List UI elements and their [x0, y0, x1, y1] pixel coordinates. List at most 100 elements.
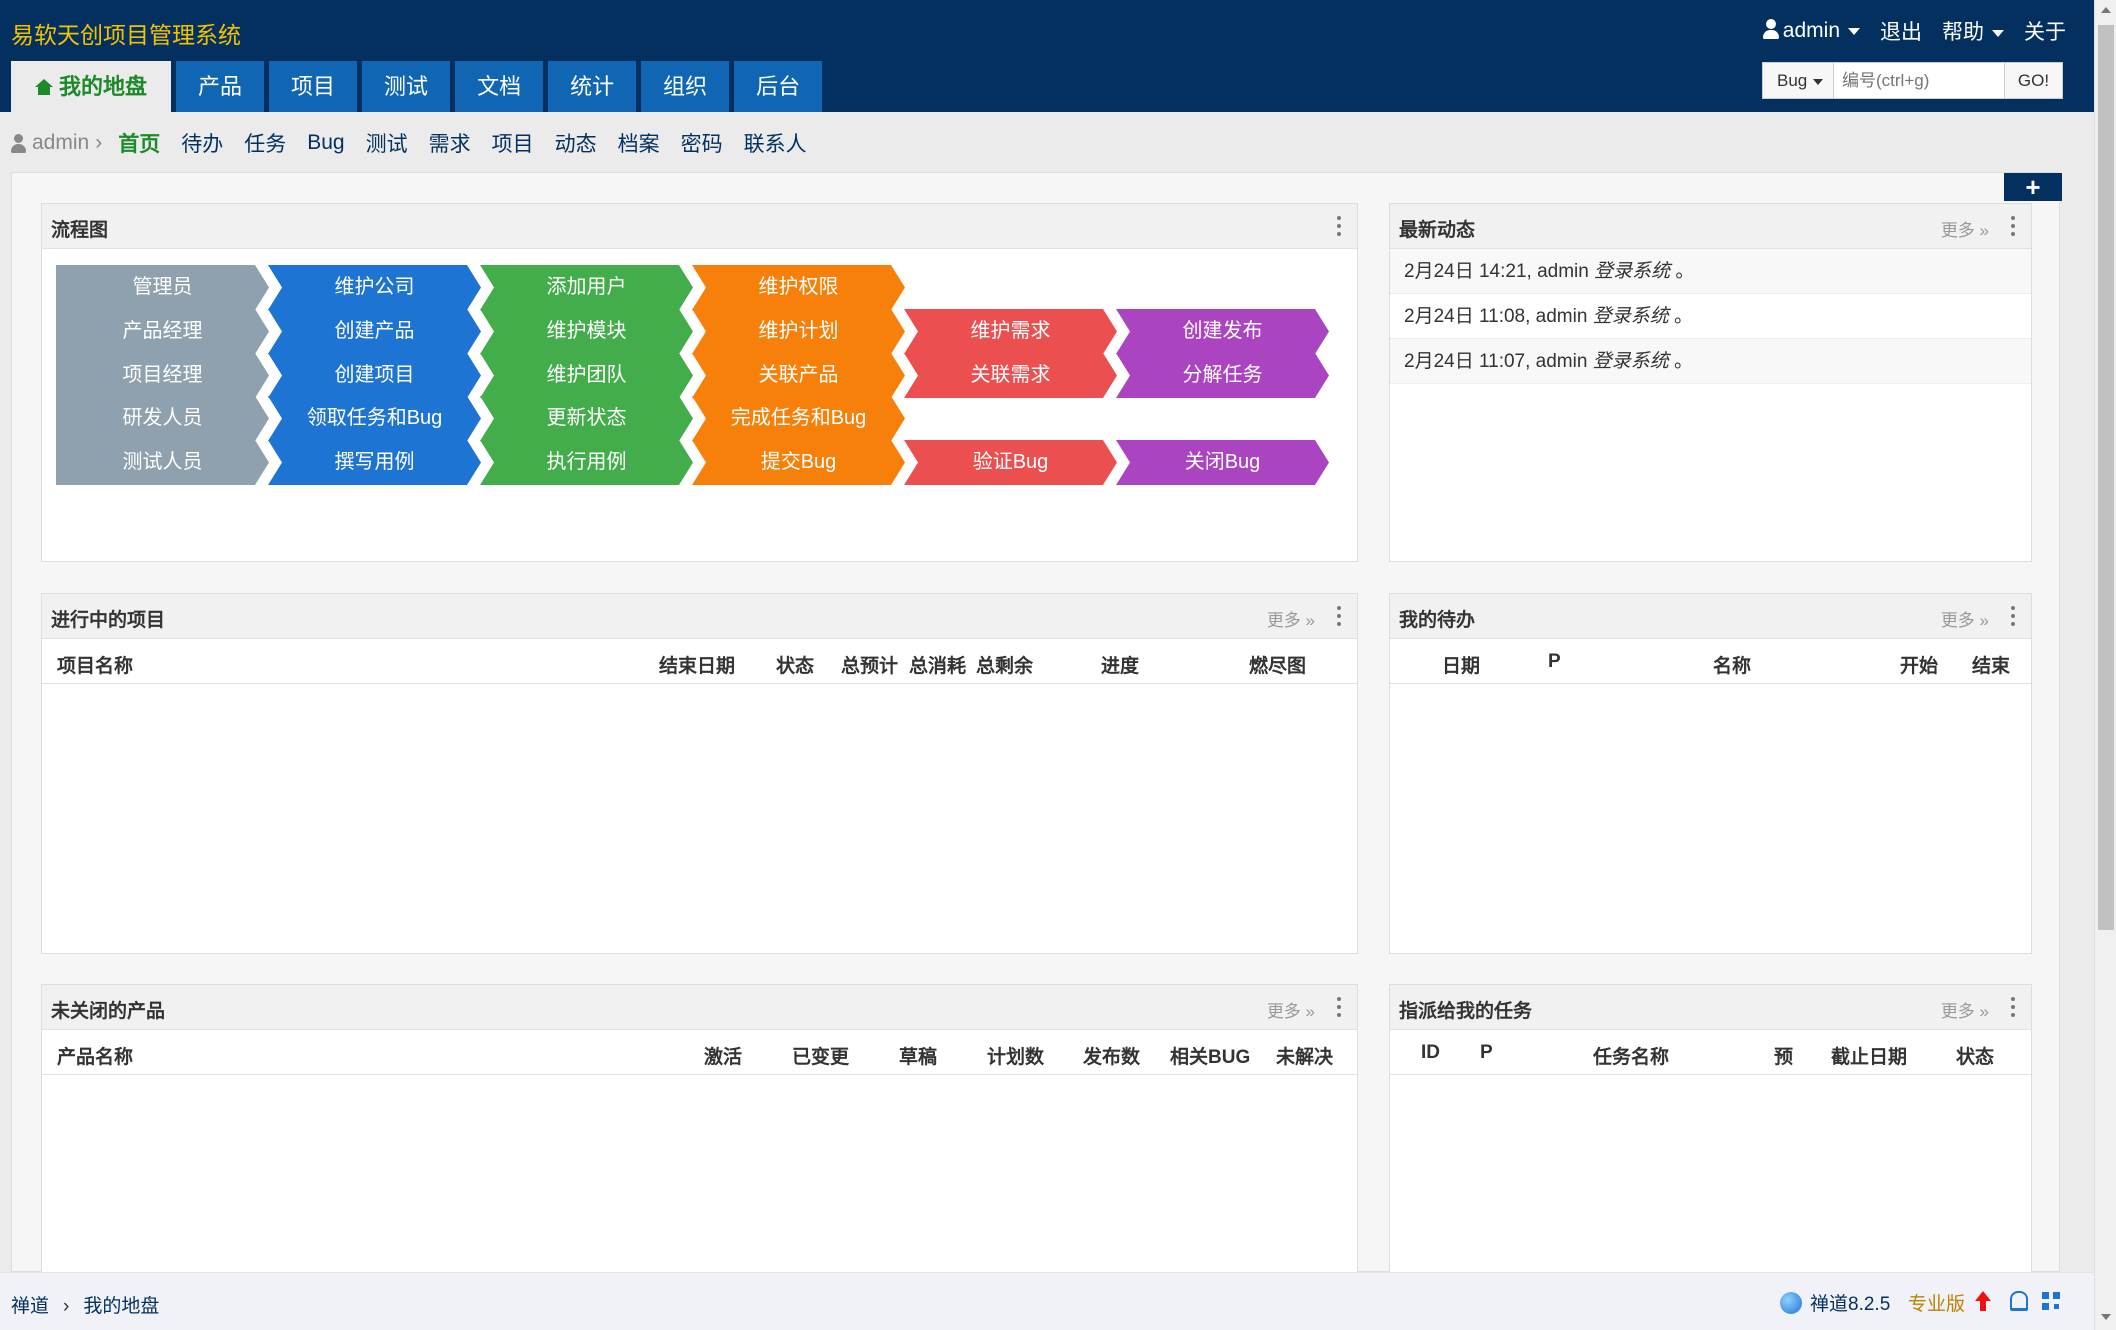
- scroll-thumb[interactable]: [2098, 25, 2114, 930]
- search-input[interactable]: [1834, 63, 2004, 98]
- footer-crumb-page[interactable]: 我的地盘: [83, 1296, 160, 1317]
- col-project-name[interactable]: 项目名称: [57, 656, 134, 677]
- flow-step[interactable]: 创建产品: [268, 309, 481, 354]
- sub-nav-todo[interactable]: 待办: [181, 133, 224, 156]
- col-draft[interactable]: 草稿: [899, 1047, 938, 1068]
- more-vertical-icon[interactable]: [2011, 606, 2016, 626]
- activity-action[interactable]: 登录系统: [1592, 351, 1669, 372]
- col-id[interactable]: ID: [1421, 1042, 1440, 1063]
- col-status[interactable]: 状态: [776, 656, 815, 677]
- flow-step[interactable]: 领取任务和Bug: [268, 396, 481, 441]
- sub-nav-task[interactable]: 任务: [244, 133, 287, 156]
- bell-icon[interactable]: [2010, 1291, 2028, 1311]
- col-pri[interactable]: P: [1480, 1042, 1493, 1063]
- col-pri[interactable]: P: [1548, 651, 1561, 672]
- more-link[interactable]: 更多 »: [1940, 611, 1989, 630]
- scrollbar[interactable]: [2094, 0, 2116, 1330]
- more-vertical-icon[interactable]: [2011, 997, 2016, 1017]
- flow-step[interactable]: 关联产品: [692, 353, 905, 398]
- more-link[interactable]: 更多 »: [1940, 1002, 1989, 1021]
- nav-tab-product[interactable]: 产品: [176, 61, 265, 112]
- col-releases[interactable]: 发布数: [1083, 1047, 1141, 1068]
- flow-step[interactable]: 提交Bug: [692, 440, 905, 485]
- flow-step[interactable]: 维护需求: [904, 309, 1117, 354]
- more-vertical-icon[interactable]: [2011, 216, 2016, 236]
- col-begin[interactable]: 开始: [1900, 656, 1939, 677]
- scroll-down-icon[interactable]: [2101, 1314, 2111, 1320]
- activity-action[interactable]: 登录系统: [1592, 306, 1669, 327]
- sub-nav-bug[interactable]: Bug: [307, 131, 345, 154]
- sub-nav-contacts[interactable]: 联系人: [743, 133, 807, 156]
- flow-step[interactable]: 维护权限: [692, 265, 905, 310]
- flow-step[interactable]: 更新状态: [480, 396, 693, 441]
- col-unresolved[interactable]: 未解决: [1276, 1047, 1334, 1068]
- col-product-name[interactable]: 产品名称: [57, 1047, 134, 1068]
- nav-tab-my[interactable]: 我的地盘: [11, 61, 172, 112]
- col-date[interactable]: 日期: [1442, 656, 1481, 677]
- col-name[interactable]: 名称: [1713, 656, 1752, 677]
- col-task-name[interactable]: 任务名称: [1593, 1047, 1670, 1068]
- flow-step[interactable]: 创建项目: [268, 353, 481, 398]
- more-link[interactable]: 更多 »: [1940, 221, 1989, 240]
- upgrade-arrow-icon[interactable]: [1975, 1291, 1991, 1313]
- col-deadline[interactable]: 截止日期: [1831, 1047, 1908, 1068]
- nav-tab-company[interactable]: 组织: [641, 61, 730, 112]
- col-plans[interactable]: 计划数: [987, 1047, 1045, 1068]
- flow-step[interactable]: 关联需求: [904, 353, 1117, 398]
- more-vertical-icon[interactable]: [1337, 997, 1342, 1017]
- col-estimate[interactable]: 预: [1774, 1047, 1794, 1068]
- flow-step[interactable]: 撰写用例: [268, 440, 481, 485]
- flow-step[interactable]: 创建发布: [1116, 309, 1329, 354]
- flow-step[interactable]: 维护模块: [480, 309, 693, 354]
- col-status[interactable]: 状态: [1956, 1047, 1995, 1068]
- col-bugs[interactable]: 相关BUG: [1170, 1047, 1251, 1068]
- sub-nav-story[interactable]: 需求: [428, 133, 471, 156]
- flow-step[interactable]: 关闭Bug: [1116, 440, 1329, 485]
- edition-link[interactable]: 专业版: [1908, 1294, 1966, 1315]
- col-estimate[interactable]: 总预计: [841, 656, 899, 677]
- col-end-date[interactable]: 结束日期: [659, 656, 736, 677]
- nav-tab-project[interactable]: 项目: [269, 61, 358, 112]
- sub-nav-password[interactable]: 密码: [680, 133, 723, 156]
- more-link[interactable]: 更多 »: [1266, 611, 1315, 630]
- activity-action[interactable]: 登录系统: [1594, 261, 1671, 282]
- flow-step[interactable]: 维护团队: [480, 353, 693, 398]
- nav-tab-doc[interactable]: 文档: [455, 61, 544, 112]
- col-left[interactable]: 总剩余: [976, 656, 1034, 677]
- sub-nav-profile[interactable]: 档案: [617, 133, 660, 156]
- col-end[interactable]: 结束: [1972, 656, 2011, 677]
- add-block-button[interactable]: +: [2004, 173, 2062, 201]
- footer-crumb-root[interactable]: 禅道: [11, 1296, 50, 1317]
- sub-nav-testcase[interactable]: 测试: [365, 133, 408, 156]
- col-active[interactable]: 激活: [704, 1047, 743, 1068]
- more-vertical-icon[interactable]: [1337, 216, 1342, 236]
- qrcode-icon[interactable]: [2042, 1292, 2060, 1310]
- flow-step[interactable]: 分解任务: [1116, 353, 1329, 398]
- nav-tab-report[interactable]: 统计: [548, 61, 637, 112]
- about-link[interactable]: 关于: [2024, 21, 2066, 44]
- sub-nav-dynamic[interactable]: 动态: [554, 133, 597, 156]
- flow-step[interactable]: 维护公司: [268, 265, 481, 310]
- sub-nav-home[interactable]: 首页: [118, 133, 161, 156]
- search-go-button[interactable]: GO!: [2004, 63, 2062, 98]
- flow-step[interactable]: 维护计划: [692, 309, 905, 354]
- flow-step[interactable]: 添加用户: [480, 265, 693, 310]
- nav-tab-admin[interactable]: 后台: [734, 61, 823, 112]
- help-menu[interactable]: 帮助: [1942, 16, 2004, 46]
- col-burn[interactable]: 燃尽图: [1249, 656, 1307, 677]
- sub-nav-project[interactable]: 项目: [491, 133, 534, 156]
- flow-step[interactable]: 验证Bug: [904, 440, 1117, 485]
- user-menu[interactable]: admin: [1762, 19, 1860, 43]
- search-type-select[interactable]: Bug: [1763, 63, 1834, 98]
- more-link[interactable]: 更多 »: [1266, 1002, 1315, 1021]
- nav-tab-qa[interactable]: 测试: [362, 61, 451, 112]
- more-vertical-icon[interactable]: [1337, 606, 1342, 626]
- scroll-up-icon[interactable]: [2101, 7, 2111, 13]
- flow-step[interactable]: 执行用例: [480, 440, 693, 485]
- col-progress[interactable]: 进度: [1101, 656, 1140, 677]
- col-changed[interactable]: 已变更: [792, 1047, 850, 1068]
- flow-step[interactable]: 完成任务和Bug: [692, 396, 905, 441]
- col-consumed[interactable]: 总消耗: [909, 656, 967, 677]
- logout-link[interactable]: 退出: [1880, 21, 1922, 44]
- version-link[interactable]: 禅道8.2.5: [1780, 1289, 1890, 1316]
